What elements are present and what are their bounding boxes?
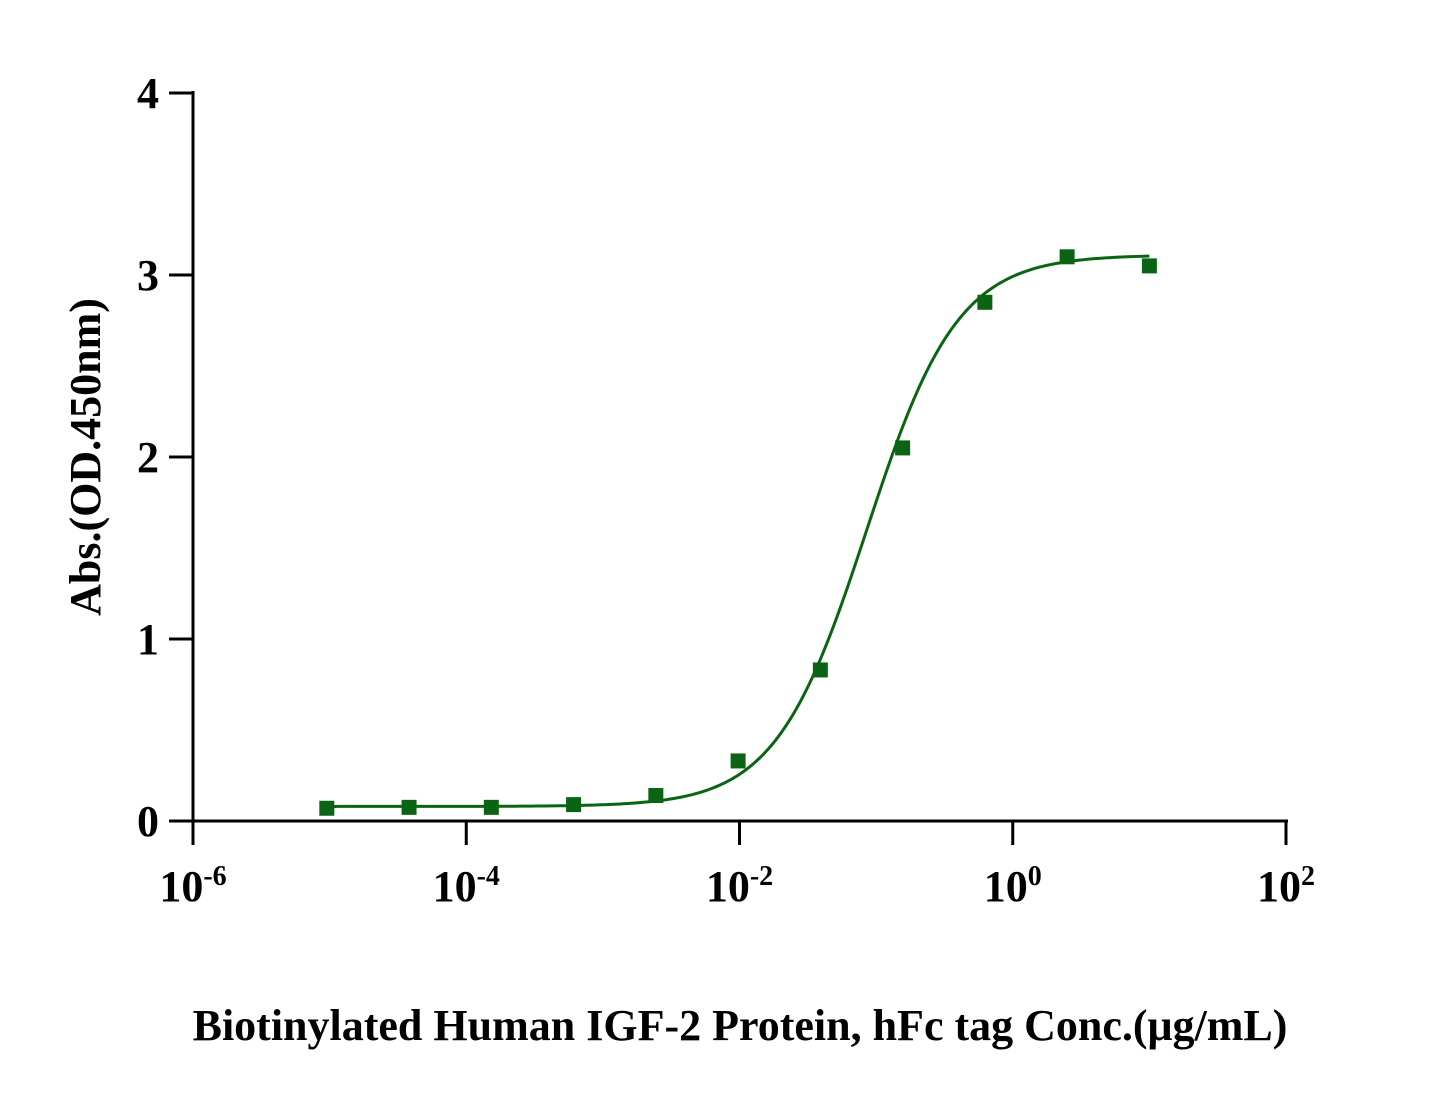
data-point xyxy=(977,294,993,310)
data-point xyxy=(566,797,582,813)
data-point xyxy=(730,753,746,769)
data-point xyxy=(401,799,417,815)
y-tick-label: 4 xyxy=(137,69,159,118)
data-point xyxy=(1141,258,1157,274)
y-tick-label: 2 xyxy=(137,433,159,482)
x-tick-label: 10-6 xyxy=(159,861,226,911)
data-point xyxy=(1059,249,1075,265)
data-point xyxy=(812,662,828,678)
x-tick-label: 10-2 xyxy=(706,861,773,911)
data-point xyxy=(319,800,335,816)
x-tick-label: 100 xyxy=(984,861,1042,911)
x-tick-label: 10-4 xyxy=(433,861,500,911)
x-tick-label: 102 xyxy=(1257,861,1315,911)
y-tick-label: 1 xyxy=(137,615,159,664)
data-point xyxy=(483,799,499,815)
x-axis-label: Biotinylated Human IGF-2 Protein, hFc ta… xyxy=(193,1001,1288,1050)
data-point xyxy=(648,788,664,804)
y-tick-label: 0 xyxy=(137,797,159,846)
data-point xyxy=(895,440,911,456)
y-tick-label: 3 xyxy=(137,251,159,300)
fit-curve xyxy=(326,254,1150,808)
y-axis-label: Abs.(OD.450nm) xyxy=(61,298,110,616)
